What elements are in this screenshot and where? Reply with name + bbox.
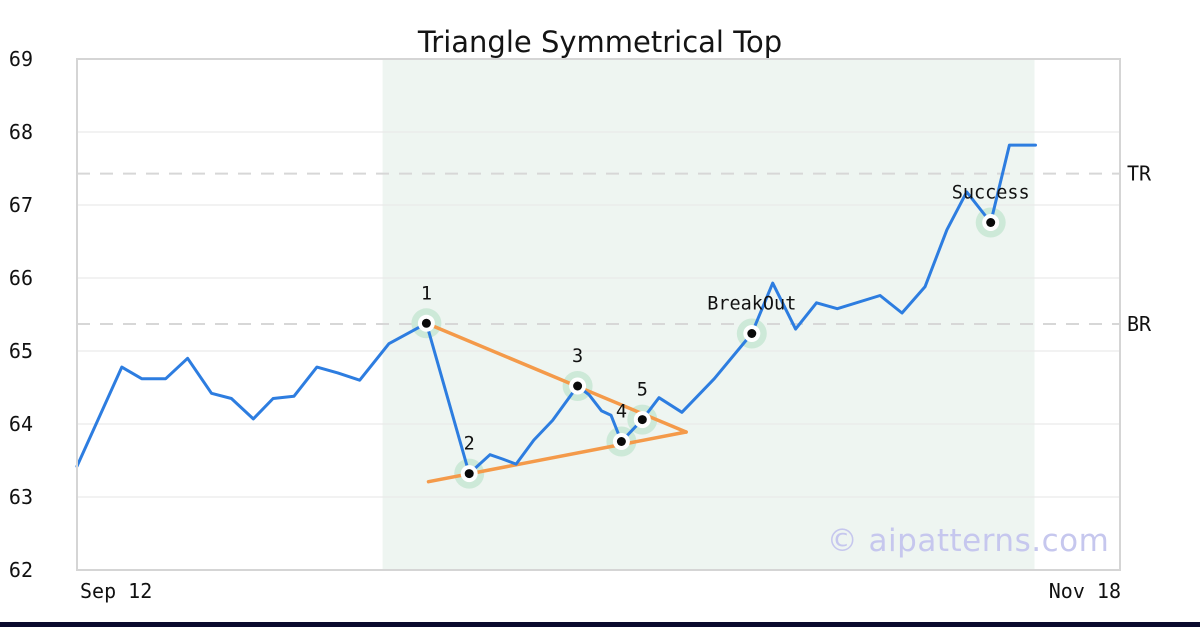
marker-label-1: 1 <box>421 283 432 304</box>
marker-label-BreakOut: BreakOut <box>707 294 796 315</box>
level-label-TR: TR <box>1127 162 1152 186</box>
marker-label-5: 5 <box>637 380 648 401</box>
y-tick-label: 64 <box>9 412 33 436</box>
marker-label-4: 4 <box>616 402 627 423</box>
watermark-text: © aipatterns.com <box>826 523 1110 559</box>
marker-dot-5 <box>637 415 647 425</box>
plot-frame <box>76 58 1121 571</box>
marker-dot-BreakOut <box>747 329 757 338</box>
level-label-BR: BR <box>1127 312 1152 336</box>
marker-label-Success: Success <box>952 183 1030 204</box>
y-tick-label: 66 <box>9 266 33 290</box>
marker-dot-2 <box>464 469 474 479</box>
y-tick-label: 62 <box>9 558 33 582</box>
marker-dot-3 <box>573 381 583 391</box>
x-tick-left: Sep 12 <box>80 579 152 603</box>
y-tick-label: 63 <box>9 485 33 509</box>
marker-dot-4 <box>616 437 626 446</box>
marker-dot-1 <box>421 318 431 328</box>
y-tick-label: 68 <box>9 120 33 144</box>
bottom-accent-bar <box>0 622 1200 627</box>
y-tick-label: 67 <box>9 193 33 217</box>
chart-title: Triangle Symmetrical Top <box>417 25 783 59</box>
y-tick-label: 69 <box>9 47 33 71</box>
x-tick-right: Nov 18 <box>1049 579 1121 603</box>
marker-label-2: 2 <box>464 434 475 455</box>
marker-dot-Success <box>986 218 996 227</box>
y-tick-label: 65 <box>9 339 33 363</box>
pattern-shade-region <box>382 59 1035 570</box>
marker-label-3: 3 <box>572 346 583 367</box>
